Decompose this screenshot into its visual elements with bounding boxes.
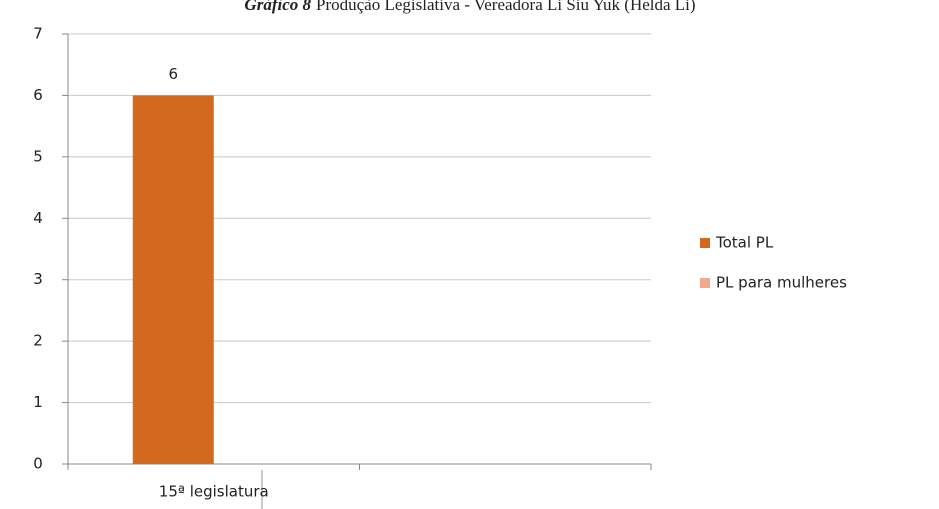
chart-title-group: Gráfico 8 Produção Legislativa - Vereador… bbox=[244, 0, 695, 14]
y-tick-label: 5 bbox=[33, 147, 43, 165]
data-label: 6 bbox=[168, 65, 178, 83]
bar bbox=[132, 95, 214, 464]
chart-title: Produção Legislativa - Vereadora Li Siu … bbox=[316, 0, 696, 14]
x-tick-label: 15ª legislatura bbox=[159, 483, 269, 501]
y-tick-label: 0 bbox=[33, 455, 43, 473]
y-tick-label: 3 bbox=[33, 270, 43, 288]
y-tick-label: 4 bbox=[33, 209, 43, 227]
legend-swatch bbox=[700, 238, 710, 248]
y-tick-label: 1 bbox=[33, 393, 43, 411]
legend-swatch bbox=[700, 278, 710, 288]
legend-label: Total PL bbox=[715, 234, 774, 252]
y-tick-label: 7 bbox=[33, 25, 43, 43]
figure-label: Gráfico 8 bbox=[244, 0, 311, 14]
y-tick-label: 6 bbox=[33, 86, 43, 104]
legend-label: PL para mulheres bbox=[716, 274, 847, 292]
y-tick-label: 2 bbox=[33, 332, 43, 350]
